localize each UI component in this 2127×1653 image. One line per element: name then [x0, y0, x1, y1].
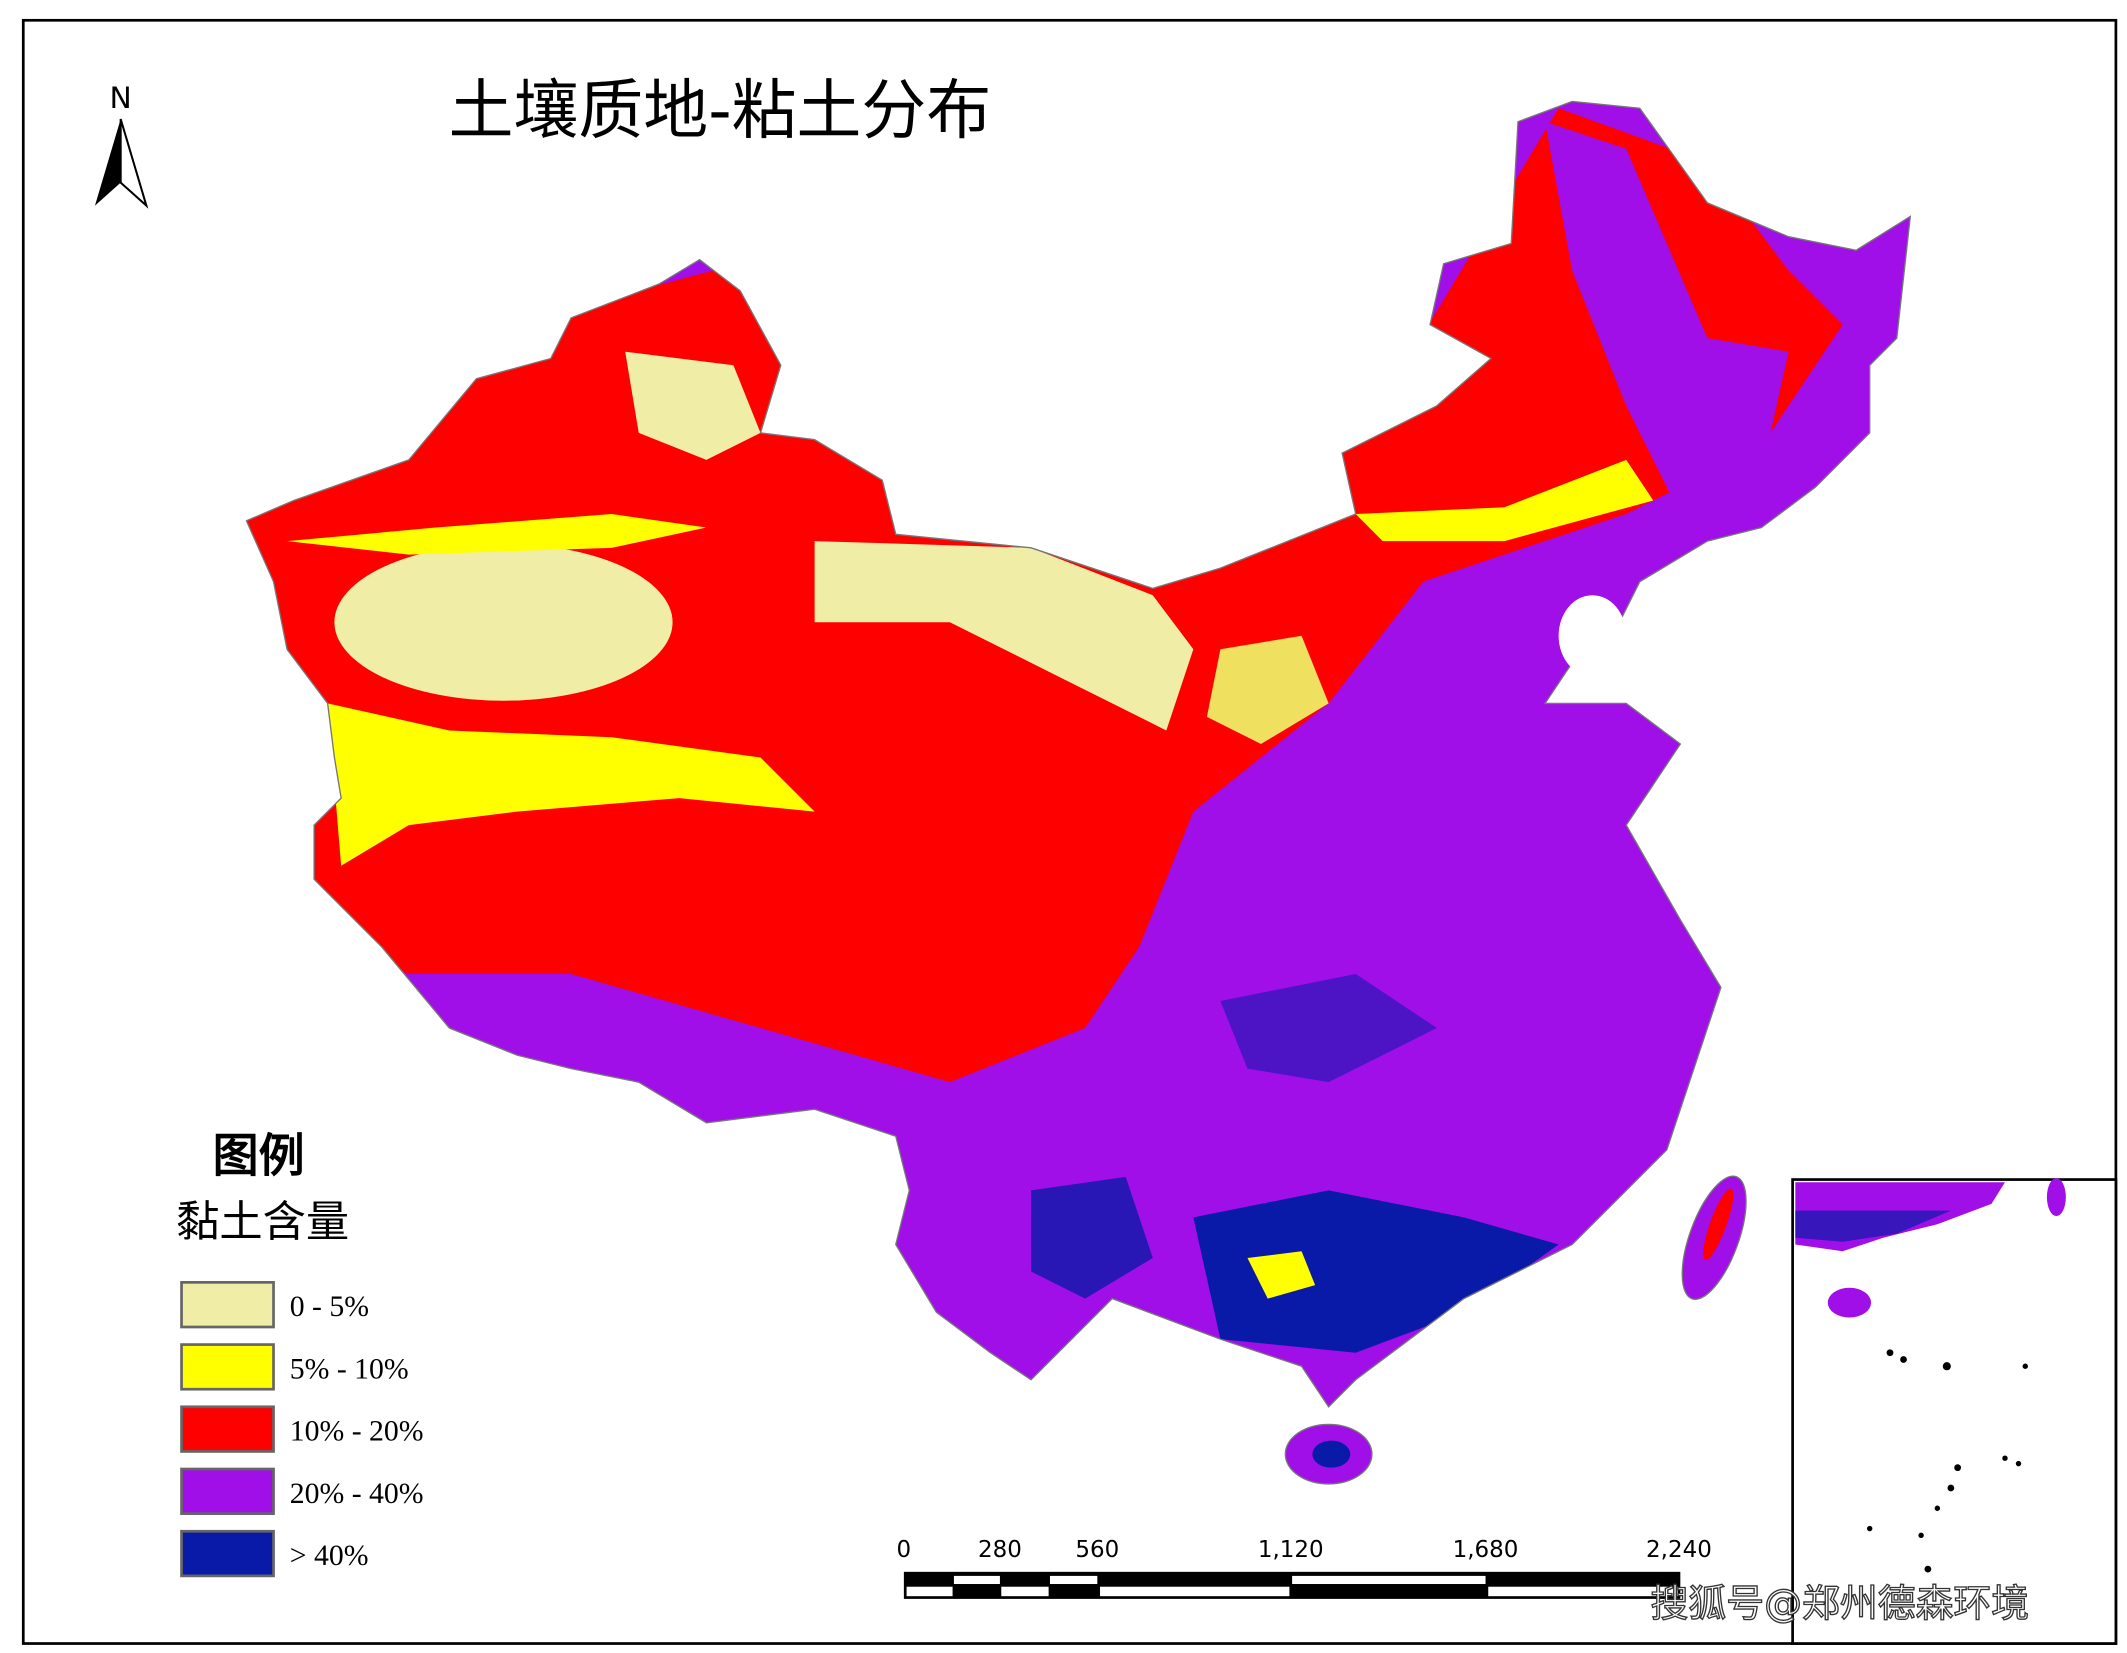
legend-label: 0 - 5%	[290, 1290, 369, 1323]
legend-item: 0 - 5%	[180, 1281, 369, 1329]
legend-swatch	[180, 1467, 275, 1516]
scale-tick-label: 2,240	[1646, 1537, 1712, 1563]
class-5-10-patch-guangxi	[1247, 1251, 1316, 1299]
inset-taiwan	[2046, 1178, 2066, 1217]
scale-tick-label: 0	[897, 1537, 912, 1563]
north-arrow-icon-half	[119, 118, 149, 209]
map-frame	[21, 18, 2118, 1645]
scale-bar: 0 280 560 1,120 1,680 2,240	[897, 1537, 1712, 1599]
class-over-40-area-south	[1193, 1190, 1559, 1353]
legend-label: > 40%	[290, 1539, 369, 1572]
scale-segment	[1049, 1575, 1098, 1585]
legend: 图例 黏土含量 0 - 5% 5% - 10% 10% - 20% 20% - …	[176, 1128, 424, 1578]
north-arrow[interactable]: N	[94, 81, 149, 209]
class-5-10-band-north	[1355, 459, 1654, 542]
inset-mainland-blue	[1795, 1210, 1951, 1242]
watermark: 搜狐号@郑州德森环境	[1651, 1581, 2030, 1625]
class-5-10-patch-ordos	[1206, 635, 1329, 744]
legend-item: 5% - 10%	[180, 1343, 409, 1391]
inset-islands	[1867, 1349, 2028, 1573]
legend-heading: 图例	[213, 1128, 305, 1182]
legend-item: 20% - 40%	[180, 1467, 424, 1516]
legend-label: 5% - 10%	[290, 1352, 409, 1385]
inset-hainan	[1827, 1287, 1872, 1318]
north-label: N	[110, 81, 132, 116]
bohai-sea	[1558, 595, 1627, 677]
inset-frame	[1791, 1178, 2118, 1645]
scale-segment	[906, 1586, 953, 1597]
scale-segment	[1292, 1575, 1486, 1585]
legend-swatch	[180, 1281, 275, 1329]
hainan-interior	[1312, 1440, 1351, 1468]
north-arrow-icon	[94, 119, 121, 206]
legend-item: > 40%	[180, 1529, 369, 1578]
south-china-sea-inset	[1791, 1178, 2118, 1645]
scale-tick-label: 560	[1075, 1537, 1119, 1563]
scale-segment	[1100, 1586, 1290, 1597]
scale-segment	[953, 1575, 1000, 1585]
legend-subtitle: 黏土含量	[176, 1198, 349, 1246]
legend-item: 10% - 20%	[180, 1405, 424, 1453]
legend-label: 20% - 40%	[290, 1477, 424, 1510]
legend-label: 10% - 20%	[290, 1415, 424, 1448]
taiwan-interior	[1703, 1188, 1734, 1260]
class-over-40-area-yunnan	[1031, 1176, 1153, 1299]
legend-swatch	[180, 1343, 275, 1391]
class-5-10-band-tianshan	[287, 514, 707, 555]
scale-tick-label: 280	[978, 1537, 1022, 1563]
class-0-5-area-junggar	[625, 351, 761, 460]
class-5-10-band-kunlun	[327, 703, 815, 866]
class-0-5-area-taklamakan	[334, 543, 673, 701]
map-title: 土壤质地-粘土分布	[449, 74, 992, 149]
scale-tick-label: 1,120	[1258, 1537, 1324, 1563]
scale-segment	[1001, 1586, 1049, 1597]
legend-swatch	[180, 1405, 275, 1453]
class-20-40-patch-northeast	[1545, 121, 1789, 515]
scale-tick-label: 1,680	[1453, 1537, 1519, 1563]
class-0-5-area-gobi	[814, 541, 1194, 731]
legend-swatch	[180, 1529, 275, 1578]
scale-segment	[1488, 1586, 1678, 1597]
